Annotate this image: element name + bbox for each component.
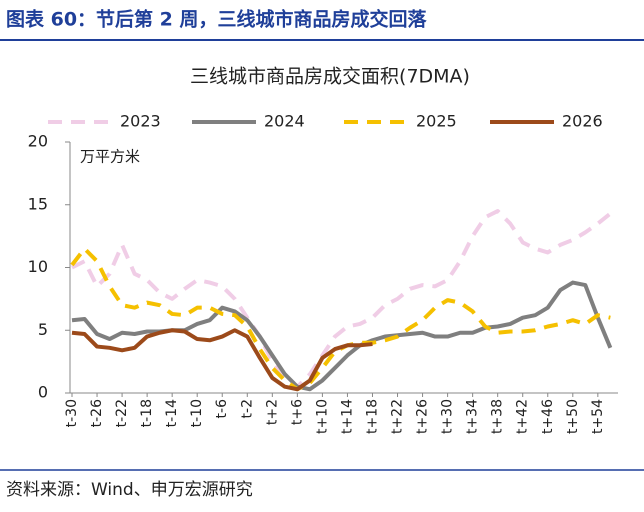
series-line: [71, 209, 612, 389]
x-tick-label: t-10: [189, 399, 205, 427]
legend-label: 2025: [416, 112, 457, 131]
x-tick-label: t+2: [264, 399, 280, 425]
x-tick-label: t-22: [114, 399, 130, 427]
x-tick-label: t+14: [339, 399, 355, 434]
x-tick-label: t+6: [289, 399, 305, 425]
y-tick-label: 5: [38, 320, 48, 339]
x-tick-label: t-30: [64, 399, 80, 427]
x-tick-label: t-14: [164, 399, 180, 427]
x-tick-label: t+42: [515, 399, 531, 434]
x-tick-label: t-18: [139, 399, 155, 427]
series-line: [70, 246, 611, 392]
x-tick-label: t+22: [390, 399, 406, 434]
legend-label: 2023: [120, 112, 161, 131]
y-label: 万平方米: [80, 148, 140, 166]
y-tick-label: 0: [38, 383, 48, 402]
x-tick-label: t-26: [89, 399, 105, 427]
x-tick-label: t+46: [540, 399, 556, 434]
x-tick-label: t+26: [415, 399, 431, 434]
series-line: [71, 328, 373, 392]
x-tick-label: t-2: [239, 399, 255, 418]
x-tick-label: t+34: [465, 399, 481, 434]
footer-source: 资料来源：Wind、申万宏源研究: [6, 480, 253, 500]
legend-label: 2026: [562, 112, 603, 131]
x-tick-label: t-6: [214, 399, 230, 419]
x-tick-label: t+54: [590, 399, 606, 434]
x-tick-label: t+18: [364, 399, 380, 434]
x-tick-label: t+50: [565, 399, 581, 434]
chart-title: 三线城市商品房成交面积(7DMA): [190, 66, 470, 88]
x-tick-label: t+38: [490, 399, 506, 434]
y-tick-label: 10: [28, 257, 48, 276]
legend-label: 2024: [264, 112, 305, 131]
header-title: 图表 60：节后第 2 周，三线城市商品房成交回落: [6, 8, 428, 31]
x-tick-label: t+30: [440, 399, 456, 434]
y-tick-label: 20: [28, 132, 48, 151]
x-tick-label: t+10: [314, 399, 330, 434]
y-tick-label: 15: [28, 194, 48, 213]
